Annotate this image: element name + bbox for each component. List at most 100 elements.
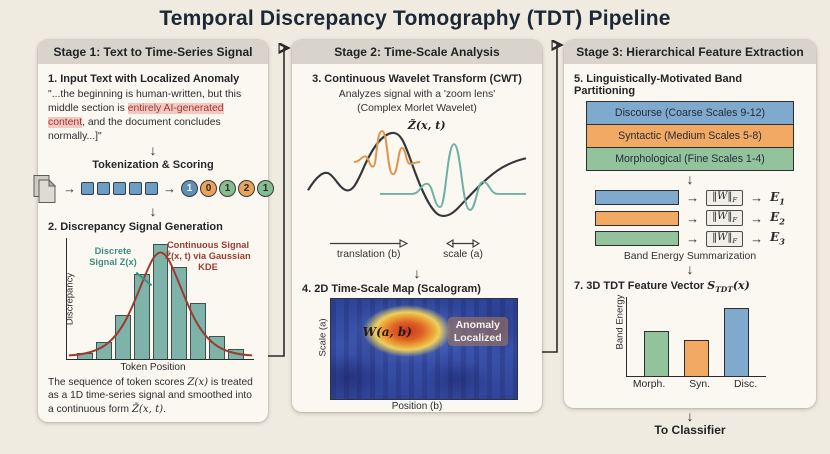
gaussian-curve [67,238,254,359]
norm-symbol: ‖W‖ [712,190,733,202]
wavelet-plot [307,130,527,217]
scale-label-block: scale (a) [435,239,490,260]
norm-symbol: ‖W‖ [712,211,733,223]
norm-subscript: F [732,216,738,225]
right-arrow-icon [163,181,176,196]
step3-title: 3. Continuous Wavelet Transform (CWT) [312,73,522,85]
down-arrow-icon [48,205,258,218]
caption-math-zx: Z(x) [187,376,209,388]
discrete-signal-label: Discrete Signal Z(x) [89,246,137,267]
histogram-bar [209,335,226,359]
scale-arrow-icon [445,239,480,248]
feature-bar-label: Syn. [689,378,711,390]
right-arrow-icon [750,190,763,205]
step2-title: 2. Discrepancy Signal Generation [48,220,223,233]
band-energy-summarization-label: Band Energy Summarization [623,250,757,262]
frobenius-norm-box: ‖W‖F [706,189,744,206]
band-discourse: Discourse (Coarse Scales 9-12) [586,101,794,125]
energy-e3-label: E3 [770,230,785,246]
document-icon [32,174,58,204]
discrepancy-chart: Discrepancy Discrete Signal Z(x) Continu… [50,236,258,362]
right-arrow-icon [750,211,763,226]
token-square [113,182,126,196]
token-score-circle: 2 [238,180,255,198]
right-arrow-icon [750,231,763,246]
right-arrow-icon [686,211,699,226]
token-score-circle: 0 [200,180,217,198]
token-square [81,182,94,196]
norm-symbol: ‖W‖ [712,231,733,243]
stage1-to-stage2-connector [268,48,288,357]
down-arrow-icon [574,263,806,276]
energy-e1-label: E1 [770,190,785,206]
band-bar-green [595,231,680,247]
token-square [97,182,110,196]
stage1-header: Stage 1: Text to Time-Series Signal [38,40,268,64]
e-subscript: 1 [779,196,785,207]
stage1-panel: Stage 1: Text to Time-Series Signal 1. I… [33,40,274,422]
down-arrow-icon [48,144,258,157]
stage2-to-stage3-connector [542,45,561,353]
feature-chart-categories: Morph. Syn. Disc. [584,379,806,390]
scalogram-heatmap: W(a, b) Anomaly Localized [330,298,518,401]
e-subscript: 3 [779,236,785,247]
e-symbol: E [770,230,780,245]
stage2-header: Stage 2: Time-Scale Analysis [292,40,542,64]
stdt-symbol: STDT(x) [707,278,750,294]
token-score-circle: 1 [257,180,274,198]
translation-label-block: translation (b) [325,239,412,260]
anomaly-annotation: Anomaly Localized [447,317,508,347]
to-classifier-label: To Classifier [654,423,726,437]
wavelet-figure: Z̃(x, t) [302,117,532,239]
translation-arrow-icon [329,239,408,248]
energy-row-2: ‖W‖F E2 [574,210,806,226]
chart-xlabel: Token Position [120,361,186,373]
token-squares [81,182,158,196]
scalogram-ylabel: Scale (a) [317,318,329,357]
energy-row-1: ‖W‖F E1 [574,190,806,206]
signal-math-label: Z̃(x, t) [407,119,446,133]
right-arrow-icon [63,181,76,196]
energy-row-3: ‖W‖F E3 [574,230,806,247]
step7-prefix: 7. 3D TDT Feature Vector [574,279,708,292]
quote-pre: "...the beginning is human-written, but … [48,89,242,114]
wavelet-axis-labels: translation (b) scale (a) [302,239,532,267]
norm-subscript: F [732,236,738,245]
caption-pre: The sequence of token scores [48,376,188,388]
feature-chart-plot [626,296,766,377]
caption-math-zxt: Z̃(x, t) [131,403,164,415]
to-classifier-block: To Classifier [564,410,816,437]
wab-label: W(a, b) [362,325,412,340]
caption-mid: is treated as a 1D time-series signal an… [48,376,253,415]
continuous-signal-label: Continuous Signal Z̃(x, t) via Gaussian … [165,240,251,272]
right-arrow-icon [686,231,699,246]
histogram-bars [77,238,245,359]
quote-post: , and the document concludes normally...… [48,116,221,142]
down-arrow-icon [564,410,816,423]
token-square [145,182,158,196]
energy-e2-label: E2 [770,210,785,226]
token-score-circle: 1 [219,180,236,198]
step4-title: 4. 2D Time-Scale Map (Scalogram) [302,283,481,296]
tokenization-label: Tokenization & Scoring [92,158,214,171]
scale-label: scale (a) [443,249,483,261]
feature-bar-label: Morph. [632,378,666,390]
scalogram-xlabel: Position (b) [391,401,443,413]
chart-plot-area: Discrete Signal Z(x) Continuous Signal Z… [66,237,254,360]
band-partitioning: Discourse (Coarse Scales 9-12) Syntactic… [586,101,794,171]
norm-subscript: F [732,195,738,204]
e-subscript: 2 [779,216,785,227]
band-bar-orange [595,210,680,226]
translation-label: translation (b) [336,249,401,261]
e-symbol: E [770,210,780,225]
feature-bar [644,330,669,376]
input-text-quote: "...the beginning is human-written, but … [48,88,258,144]
stage3-panel: Stage 3: Hierarchical Feature Extraction… [564,40,816,408]
right-arrow-icon [686,190,699,205]
e-symbol: E [770,189,780,204]
feature-bar-label: Disc. [734,378,758,390]
step1-title: 1. Input Text with Localized Anomaly [48,73,240,85]
histogram-bar [152,243,169,359]
feature-bar [724,307,749,376]
